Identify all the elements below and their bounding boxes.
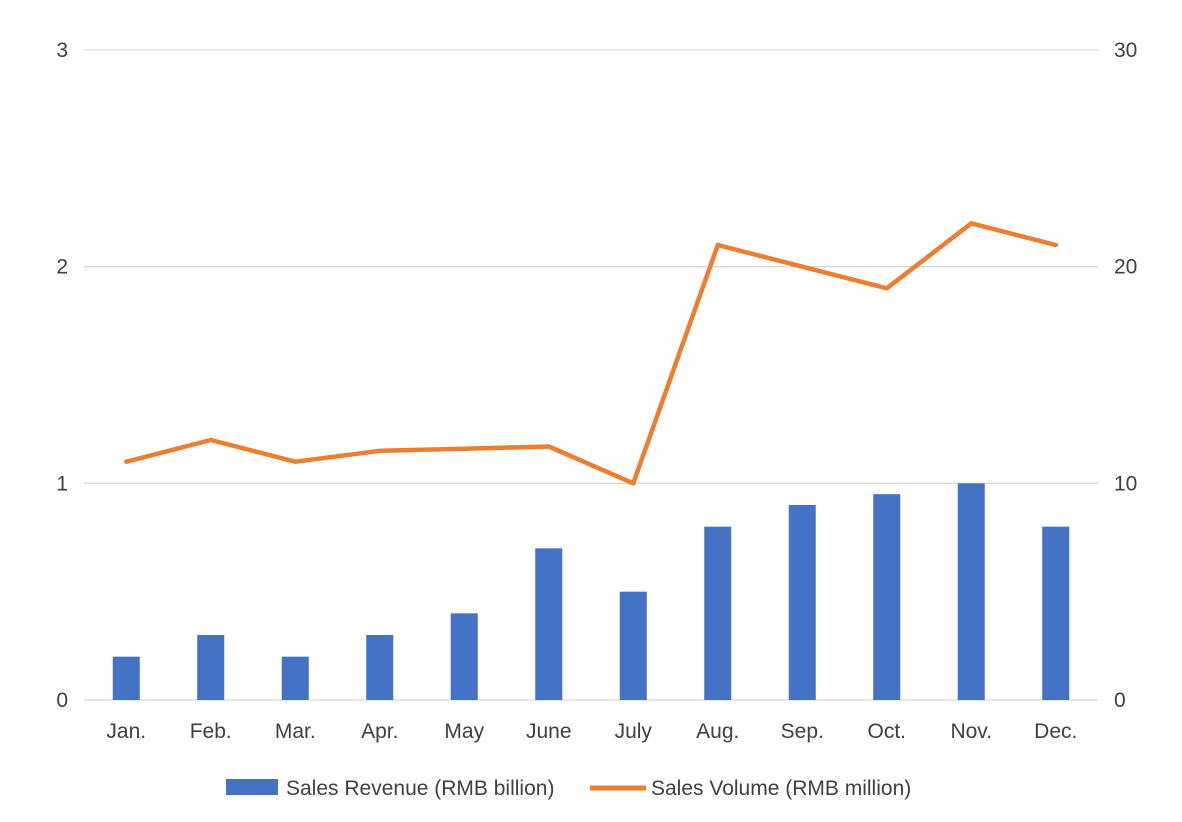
x-axis-tick-label: May [444, 720, 484, 743]
legend-item-revenue: Sales Revenue (RMB billion) [226, 777, 554, 800]
revenue-bar [788, 505, 816, 700]
legend: Sales Revenue (RMB billion) Sales Volume… [226, 777, 911, 800]
right-axis-tick-label: 0 [1114, 689, 1126, 712]
legend-label-volume: Sales Volume (RMB million) [651, 777, 911, 800]
revenue-bar [112, 656, 140, 700]
revenue-bar [873, 494, 901, 700]
left-axis-tick-label: 3 [56, 39, 68, 62]
legend-swatch-revenue [226, 779, 278, 795]
x-axis-tick-label: Sep. [781, 720, 824, 743]
revenue-bar [957, 483, 985, 700]
left-axis-tick-label: 0 [56, 689, 68, 712]
x-axis-tick-label: Mar. [275, 720, 316, 743]
legend-label-revenue: Sales Revenue (RMB billion) [286, 777, 554, 800]
x-axis-tick-label: Aug. [696, 720, 739, 743]
revenue-bar [704, 526, 732, 700]
left-axis-tick-labels: 0 1 2 3 [56, 39, 68, 712]
revenue-bar [366, 635, 394, 700]
right-axis-tick-labels: 0 10 20 30 [1114, 39, 1137, 712]
x-axis-tick-label: June [526, 720, 572, 743]
x-axis-tick-label: Feb. [190, 720, 232, 743]
revenue-bar [450, 613, 478, 700]
right-axis-tick-label: 30 [1114, 39, 1137, 62]
revenue-bar [535, 548, 563, 700]
right-axis-tick-label: 10 [1114, 472, 1137, 495]
x-axis-tick-label: Oct. [867, 720, 906, 743]
left-axis-tick-label: 2 [56, 256, 68, 279]
right-axis-tick-label: 20 [1114, 256, 1137, 279]
revenue-bars [112, 483, 1070, 700]
revenue-bar [619, 591, 647, 700]
revenue-bar [1042, 526, 1070, 700]
x-axis-tick-label: Nov. [950, 720, 992, 743]
x-axis-tick-labels: Jan. Feb. Mar. Apr. May June July Aug. Sep. Oct. N… [106, 720, 1077, 743]
x-axis-tick-label: Dec. [1034, 720, 1077, 743]
volume-line-series [124, 221, 1059, 486]
x-axis-tick-label: July [615, 720, 653, 743]
revenue-bar [197, 635, 225, 700]
legend-item-volume: Sales Volume (RMB million) [590, 777, 911, 800]
x-axis-tick-label: Apr. [361, 720, 398, 743]
gridlines [84, 49, 1098, 701]
x-axis-tick-label: Jan. [106, 720, 146, 743]
revenue-bar [281, 656, 309, 700]
left-axis-tick-label: 1 [56, 472, 68, 495]
volume-line [124, 221, 1059, 486]
